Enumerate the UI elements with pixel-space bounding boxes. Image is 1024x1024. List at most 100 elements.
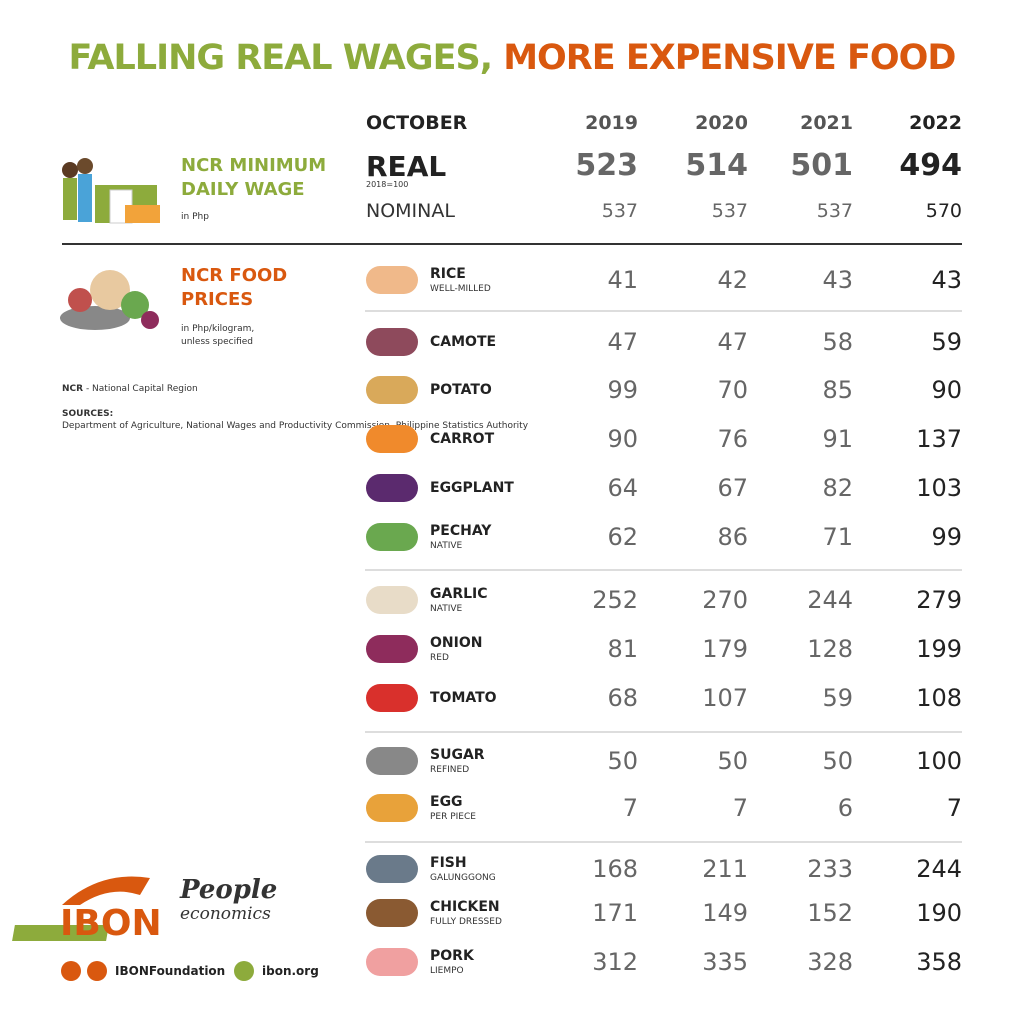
nominal-value: 537: [816, 200, 853, 222]
title: FALLING REAL WAGES, MORE EXPENSIVE FOOD: [0, 38, 1024, 78]
food-icon: [366, 747, 418, 775]
price: 42: [717, 266, 748, 294]
site: ibon.org: [262, 964, 319, 978]
food-icon: [366, 855, 418, 883]
price: 62: [607, 523, 638, 551]
sources-text: Department of Agriculture, National Wage…: [62, 421, 529, 431]
price: 7: [946, 794, 962, 822]
food-name: EGG: [430, 794, 463, 810]
price: 233: [807, 855, 853, 883]
food-name: FISH: [430, 855, 467, 871]
food-name: SUGAR: [430, 747, 485, 763]
food-icon: [366, 328, 418, 356]
food-name: TOMATO: [430, 690, 497, 706]
price: 128: [807, 635, 853, 663]
price: 91: [822, 425, 853, 453]
price: 328: [807, 948, 853, 976]
wage-unit: in Php: [181, 212, 209, 222]
food-note: REFINED: [430, 765, 470, 775]
food-note: NATIVE: [430, 604, 463, 614]
year-header: 2019: [585, 112, 638, 134]
real-value: 494: [899, 148, 962, 183]
price: 99: [607, 376, 638, 404]
price: 100: [916, 747, 962, 775]
price: 6: [837, 794, 853, 822]
real-value: 514: [685, 148, 748, 183]
price: 64: [607, 474, 638, 502]
price: 199: [916, 635, 962, 663]
food-unit: in Php/kilogram, unless specified: [181, 324, 255, 347]
food-label: NCR FOOD PRICES: [181, 265, 288, 310]
price: 252: [592, 586, 638, 614]
price: 244: [807, 586, 853, 614]
food-name: CARROT: [430, 431, 495, 447]
price: 137: [916, 425, 962, 453]
price: 358: [916, 948, 962, 976]
price: 50: [717, 747, 748, 775]
ncr-text: - National Capital Region: [85, 384, 198, 394]
food-name: ONION: [430, 635, 483, 651]
price: 58: [822, 328, 853, 356]
price: 85: [822, 376, 853, 404]
price: 47: [717, 328, 748, 356]
food-icon: [366, 899, 418, 927]
month: OCTOBER: [366, 112, 468, 134]
food-icon: [366, 586, 418, 614]
price: 90: [607, 425, 638, 453]
price: 108: [916, 684, 962, 712]
price: 50: [607, 747, 638, 775]
brand: IBON: [60, 903, 162, 944]
price: 43: [822, 266, 853, 294]
real-label: REAL: [366, 150, 447, 183]
price: 90: [931, 376, 962, 404]
price: 107: [702, 684, 748, 712]
price: 244: [916, 855, 962, 883]
food-name: RICE: [430, 266, 466, 282]
price: 41: [607, 266, 638, 294]
price: 59: [931, 328, 962, 356]
price: 68: [607, 684, 638, 712]
year-header: 2021: [800, 112, 853, 134]
price: 43: [931, 266, 962, 294]
price: 67: [717, 474, 748, 502]
food-name: POTATO: [430, 382, 492, 398]
food-icon: [366, 266, 418, 294]
food-note: WELL-MILLED: [430, 284, 491, 294]
food-icon: [366, 425, 418, 453]
price: 47: [607, 328, 638, 356]
price: 171: [592, 899, 638, 927]
food-note: LIEMPO: [430, 966, 464, 976]
food-name: EGGPLANT: [430, 480, 514, 496]
price: 99: [931, 523, 962, 551]
food-icon: [366, 684, 418, 712]
sources-label: SOURCES:: [62, 409, 114, 419]
title-part2: MORE EXPENSIVE FOOD: [503, 38, 956, 78]
nominal-value: 537: [711, 200, 748, 222]
social: IBONFoundation: [115, 964, 226, 978]
price: 152: [807, 899, 853, 927]
food-name: PECHAY: [430, 523, 492, 539]
food-icon: [366, 794, 418, 822]
price: 312: [592, 948, 638, 976]
year-header: 2022: [909, 112, 962, 134]
price: 270: [702, 586, 748, 614]
real-note: 2018=100: [366, 180, 409, 189]
tagline2: economics: [180, 904, 271, 924]
real-value: 501: [790, 148, 853, 183]
price: 82: [822, 474, 853, 502]
title-part1: FALLING REAL WAGES,: [68, 38, 494, 78]
food-note: GALUNGGONG: [430, 873, 496, 883]
food-name: CHICKEN: [430, 899, 500, 915]
price: 7: [732, 794, 748, 822]
price: 149: [702, 899, 748, 927]
food-icon: [366, 376, 418, 404]
food-name: CAMOTE: [430, 334, 497, 350]
food-note: PER PIECE: [430, 812, 476, 822]
year-header: 2020: [695, 112, 748, 134]
food-icon: [366, 948, 418, 976]
nominal-value: 570: [925, 200, 962, 222]
price: 76: [717, 425, 748, 453]
price: 211: [702, 855, 748, 883]
food-icon: [366, 474, 418, 502]
